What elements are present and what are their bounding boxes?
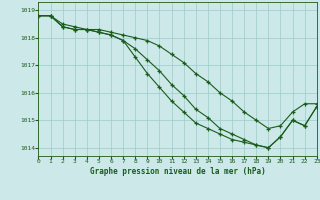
X-axis label: Graphe pression niveau de la mer (hPa): Graphe pression niveau de la mer (hPa) xyxy=(90,167,266,176)
